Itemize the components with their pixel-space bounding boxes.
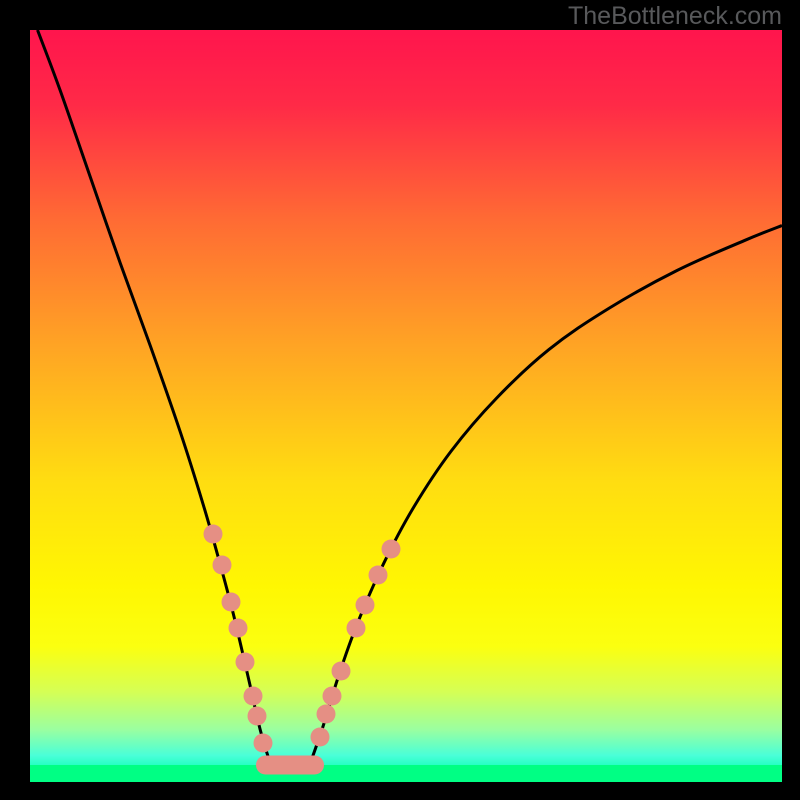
chart-marker-left-3: [228, 618, 247, 637]
chart-marker-right-0: [311, 727, 330, 746]
chart-marker-left-5: [243, 686, 262, 705]
chart-marker-left-7: [254, 733, 273, 752]
chart-marker-right-6: [369, 566, 388, 585]
chart-marker-right-2: [323, 686, 342, 705]
frame-left: [0, 0, 30, 800]
chart-marker-right-3: [332, 661, 351, 680]
watermark-text: TheBottleneck.com: [568, 2, 782, 31]
chart-marker-right-5: [356, 596, 375, 615]
chart-marker-bottom-pill: [256, 755, 324, 774]
chart-marker-right-1: [317, 705, 336, 724]
chart-plot-area: [30, 30, 782, 782]
chart-marker-right-7: [381, 539, 400, 558]
chart-marker-left-2: [221, 592, 240, 611]
chart-marker-left-0: [203, 524, 222, 543]
chart-marker-left-6: [248, 706, 267, 725]
frame-right: [782, 0, 800, 800]
chart-marker-left-4: [236, 652, 255, 671]
chart-marker-right-4: [347, 618, 366, 637]
chart-marker-left-1: [212, 556, 231, 575]
chart-marker-layer: [30, 30, 782, 782]
frame-bottom: [0, 782, 800, 800]
